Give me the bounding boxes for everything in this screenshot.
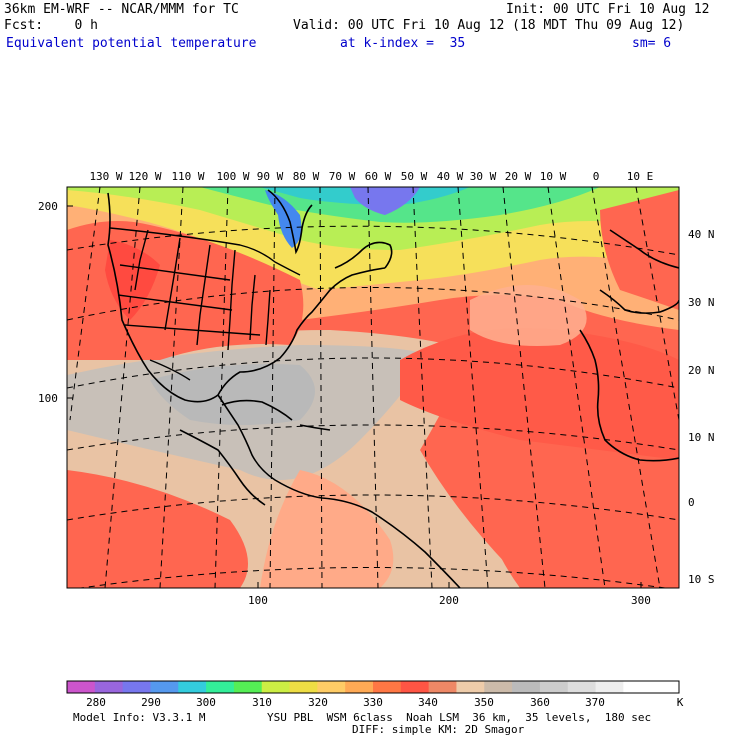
lat-label: 20 N — [688, 364, 715, 377]
colorbar-swatch — [94, 681, 124, 693]
bottom-grid-label: 200 — [439, 594, 459, 607]
valid-time: Valid: 00 UTC Fri 10 Aug 12 (18 MDT Thu … — [293, 18, 685, 33]
colorbar-swatch — [595, 681, 624, 693]
grid-index-labels: 200 100 100 200 300 — [38, 200, 651, 607]
colorbar-unit: K — [677, 696, 684, 709]
lon-label: 110 W — [171, 170, 204, 183]
lat-label: 10 S — [688, 573, 715, 586]
colorbar-swatch — [67, 681, 96, 693]
colorbar-label: 310 — [252, 696, 272, 709]
lat-label: 30 N — [688, 296, 715, 309]
smoothing: sm= 6 — [632, 36, 672, 51]
field-name: Equivalent potential temperature — [6, 36, 257, 51]
colorbar-label: 290 — [141, 696, 161, 709]
lat-label: 0 — [688, 496, 695, 509]
lon-label: 70 W — [329, 170, 356, 183]
colorbar-swatch — [289, 681, 318, 693]
colorbar-swatch — [150, 681, 179, 693]
left-grid-label: 200 — [38, 200, 58, 213]
colorbar-label: 280 — [86, 696, 106, 709]
lon-label: 50 W — [401, 170, 428, 183]
lon-label: 60 W — [365, 170, 392, 183]
colorbar-swatch — [539, 681, 569, 693]
colorbar-swatch — [373, 681, 402, 693]
latitude-labels: 40 N 30 N 20 N 10 N 0 10 S — [688, 228, 715, 586]
colorbar-frame — [66, 680, 680, 694]
physics-info: YSU PBL WSM 6class Noah LSM 36 km, 35 le… — [267, 711, 652, 724]
colorbar-label: 370 — [585, 696, 605, 709]
colorbar-swatch — [400, 681, 430, 693]
colorbar-label: 330 — [363, 696, 383, 709]
colorbar-swatch — [456, 681, 485, 693]
lon-label: 40 W — [437, 170, 464, 183]
lon-label: 120 W — [128, 170, 161, 183]
diffusion-info: DIFF: simple KM: 2D Smagor — [352, 723, 525, 736]
lon-label: 90 W — [257, 170, 284, 183]
lon-label: 20 W — [505, 170, 532, 183]
lat-label: 10 N — [688, 431, 715, 444]
colorbar-swatch — [567, 681, 597, 693]
colorbar-swatch — [651, 681, 680, 693]
colorbar — [67, 681, 680, 693]
colorbar-swatch — [233, 681, 263, 693]
level-index: at k-index = 35 — [340, 36, 466, 51]
init-time: Init: 00 UTC Fri 10 Aug 12 — [506, 2, 710, 17]
lon-label: 100 W — [216, 170, 249, 183]
political-borders — [109, 227, 301, 381]
plot-frame — [66, 186, 680, 589]
colorbar-labels: 280 290 300 310 320 330 340 350 360 370 … — [86, 696, 684, 709]
left-grid-label: 100 — [38, 392, 58, 405]
colorbar-swatch — [428, 681, 457, 693]
colorbar-label: 340 — [418, 696, 438, 709]
lon-label: 0 — [593, 170, 600, 183]
colorbar-label: 350 — [474, 696, 494, 709]
colorbar-swatch — [345, 681, 374, 693]
colorbar-label: 360 — [530, 696, 550, 709]
lon-label: 80 W — [293, 170, 320, 183]
bottom-grid-label: 100 — [248, 594, 268, 607]
colorbar-swatch — [206, 681, 235, 693]
forecast-hour: Fcst: 0 h — [4, 18, 98, 33]
model-info: Model Info: V3.3.1 M — [73, 711, 206, 724]
colorbar-swatch — [178, 681, 207, 693]
coastlines — [107, 189, 679, 588]
colorbar-swatch — [122, 681, 151, 693]
colorbar-swatch — [623, 681, 652, 693]
tick-marks — [67, 205, 642, 588]
lon-label: 130 W — [89, 170, 122, 183]
graticule — [67, 187, 679, 588]
lon-label: 10 E — [627, 170, 654, 183]
colorbar-swatch — [317, 681, 346, 693]
model-title: 36km EM-WRF -- NCAR/MMM for TC — [4, 2, 239, 17]
longitude-labels: 130 W 120 W 110 W 100 W 90 W 80 W 70 W 6… — [89, 170, 653, 183]
lat-label: 40 N — [688, 228, 715, 241]
colorbar-swatch — [484, 681, 513, 693]
colorbar-swatch — [512, 681, 541, 693]
colorbar-label: 300 — [196, 696, 216, 709]
bottom-grid-label: 300 — [631, 594, 651, 607]
colorbar-swatch — [261, 681, 291, 693]
lon-label: 30 W — [470, 170, 497, 183]
lon-label: 10 W — [540, 170, 567, 183]
colorbar-label: 320 — [308, 696, 328, 709]
